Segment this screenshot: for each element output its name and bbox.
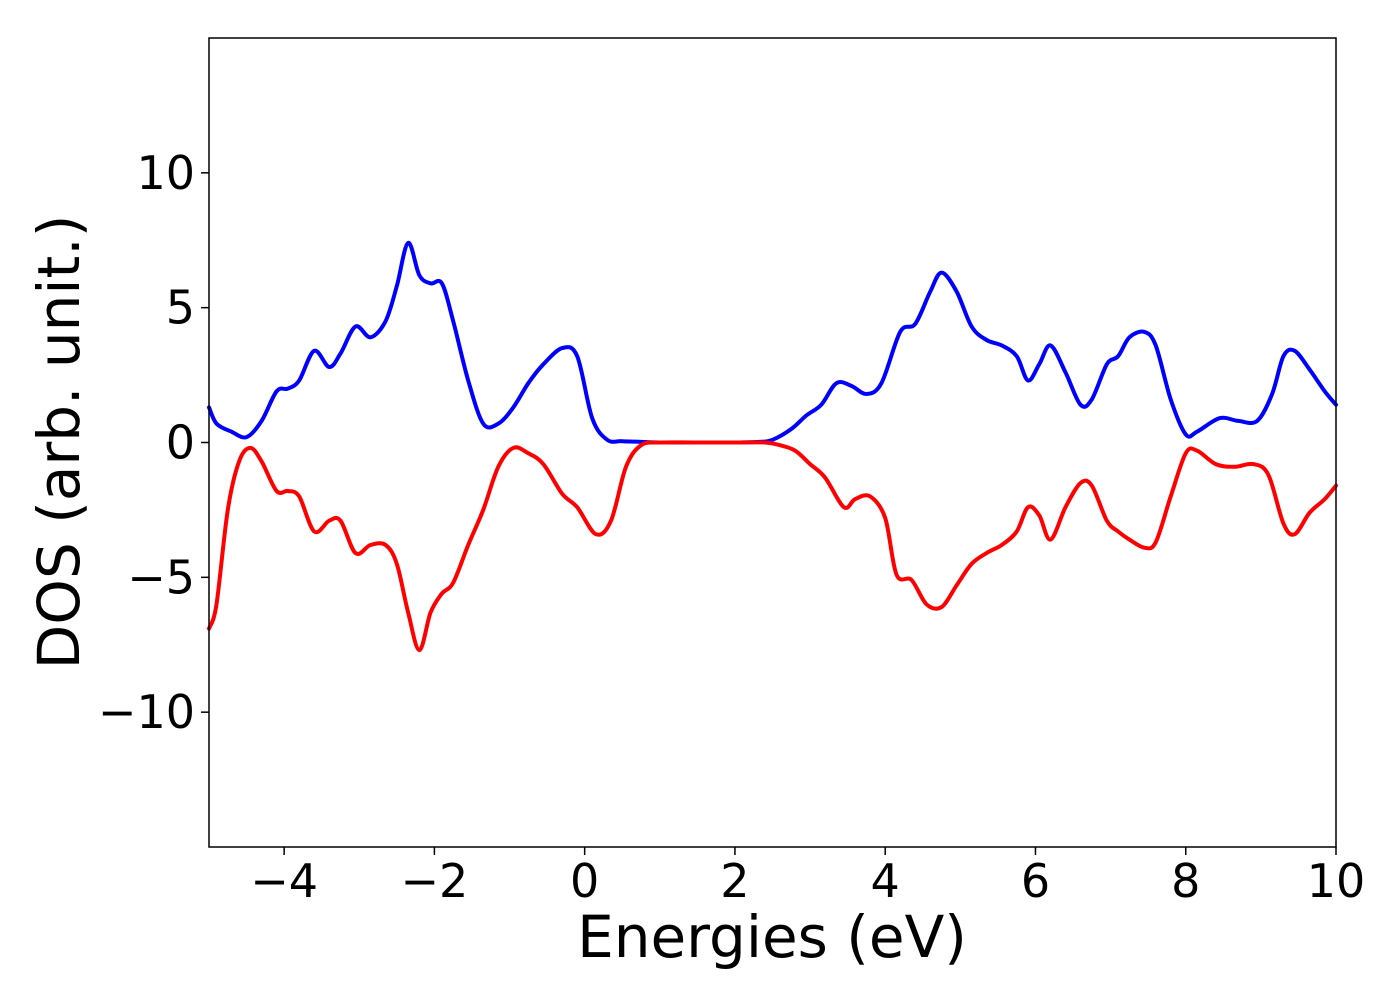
- y-tick-label: −5: [127, 550, 195, 604]
- y-tick-label: 0: [166, 416, 195, 470]
- x-tick-label: 0: [570, 854, 599, 908]
- y-tick-label: 10: [136, 146, 195, 200]
- x-tick-label: 2: [720, 854, 749, 908]
- x-axis-title: Energies (eV): [577, 903, 967, 971]
- y-tick-label: −10: [98, 685, 195, 739]
- series-line-1: [207, 240, 1338, 445]
- y-axis: −10 −5 0 5 10: [98, 146, 209, 739]
- series-line-2: [207, 440, 1338, 653]
- x-tick-label: 8: [1171, 854, 1200, 908]
- x-tick-label: −4: [250, 854, 318, 908]
- x-tick-label: 10: [1307, 854, 1366, 908]
- x-axis: −4 −2 0 2 4 6 8 10: [250, 847, 1365, 908]
- series-layer: [207, 240, 1338, 653]
- x-tick-label: −2: [400, 854, 468, 908]
- x-tick-label: 4: [871, 854, 900, 908]
- y-axis-title: DOS (arb. unit.): [25, 215, 93, 670]
- y-tick-label: 5: [166, 281, 195, 335]
- x-tick-label: 6: [1021, 854, 1050, 908]
